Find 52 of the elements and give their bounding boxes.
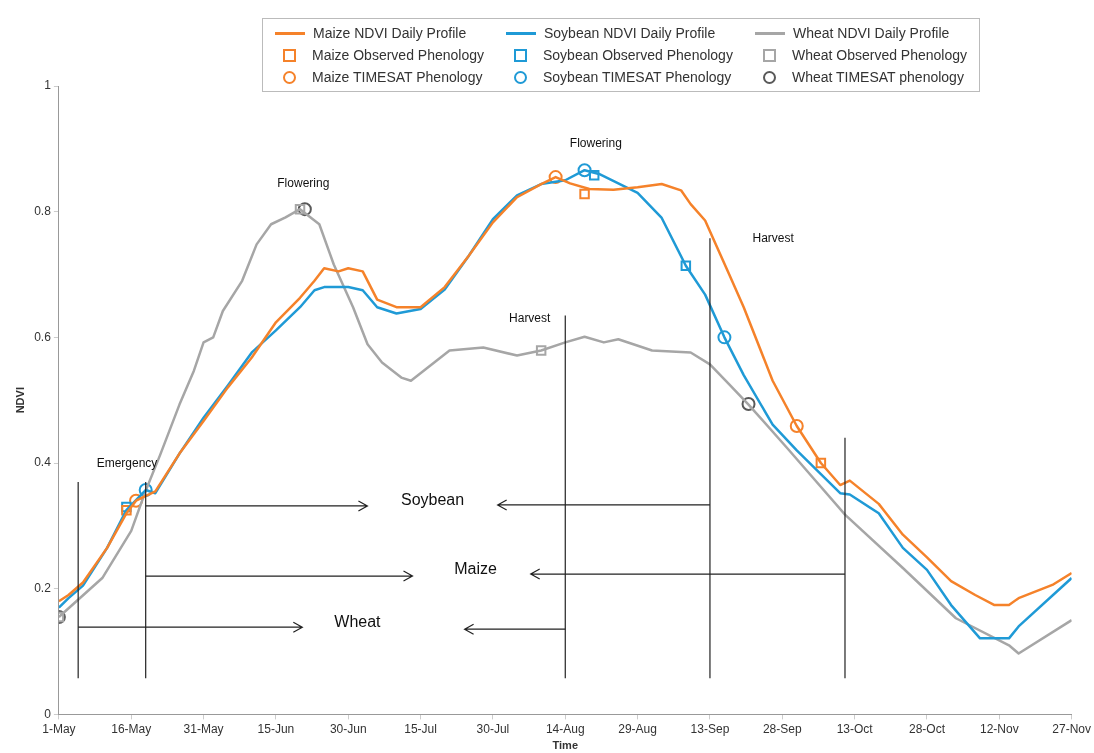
- point: [535, 345, 547, 356]
- x-tick-label: 30-Jun: [329, 721, 367, 736]
- point: [577, 163, 592, 178]
- annotation: Soybean: [400, 491, 465, 509]
- annotation: Maize: [454, 560, 498, 578]
- y-axis-title: NDVI: [13, 387, 26, 414]
- annotation: Wheat: [334, 612, 382, 630]
- x-tick-label: 13-Sep: [690, 721, 730, 736]
- point: [789, 418, 804, 433]
- x-tick-label: 16-May: [111, 721, 152, 736]
- y-tick-label: 1: [44, 78, 52, 93]
- legend-label: Soybean TIMESAT Phenology: [543, 69, 732, 85]
- legend-label: Wheat TIMESAT phenology: [791, 69, 964, 85]
- x-tick-label: 29-Aug: [618, 721, 657, 736]
- x-tick-label: 13-Oct: [836, 721, 874, 736]
- point: [294, 203, 306, 215]
- legend-label: Soybean Observed Phenology: [543, 47, 733, 63]
- x-tick-label: 12-Nov: [979, 721, 1019, 736]
- x-axis-title: Time: [552, 739, 579, 752]
- legend-label: Maize TIMESAT Phenology: [312, 69, 483, 85]
- x-tick-label: 27-Nov: [1052, 721, 1091, 736]
- point: [297, 202, 312, 217]
- point: [741, 396, 756, 411]
- point: [717, 330, 732, 345]
- x-tick-label: 30-Jul: [476, 721, 510, 736]
- point: [588, 169, 600, 181]
- annotation: Harvest: [509, 310, 552, 325]
- x-tick-label: 31-May: [183, 721, 224, 736]
- x-tick-label: 14-Aug: [545, 721, 585, 736]
- legend-label: Maize Observed Phenology: [312, 47, 484, 63]
- x-tick-label: 15-Jun: [257, 721, 295, 736]
- annotation: Emergency: [96, 456, 158, 471]
- annotation: Harvest: [752, 230, 795, 245]
- y-tick-label: 0.2: [34, 581, 52, 596]
- x-tick-label: 28-Oct: [908, 721, 946, 736]
- legend-label: Wheat Observed Phenology: [791, 47, 968, 63]
- y-tick-label: 0: [44, 706, 52, 721]
- y-tick-label: 0.4: [34, 455, 52, 470]
- point: [680, 260, 692, 271]
- legend-label: Maize NDVI Daily Profile: [313, 25, 467, 41]
- point: [815, 457, 827, 469]
- y-tick-label: 0.6: [34, 329, 52, 344]
- x-tick-label: 1-May: [42, 721, 76, 736]
- annotation: Flowering: [277, 175, 330, 190]
- x-tick-label: 28-Sep: [762, 721, 802, 736]
- annotation: Flowering: [569, 136, 622, 151]
- legend-label: Soybean NDVI Daily Profile: [544, 25, 716, 41]
- point: [548, 170, 563, 185]
- point: [579, 188, 590, 200]
- x-tick-label: 15-Jul: [404, 721, 437, 736]
- legend-label: Wheat NDVI Daily Profile: [792, 25, 950, 41]
- y-tick-label: 0.8: [34, 203, 52, 218]
